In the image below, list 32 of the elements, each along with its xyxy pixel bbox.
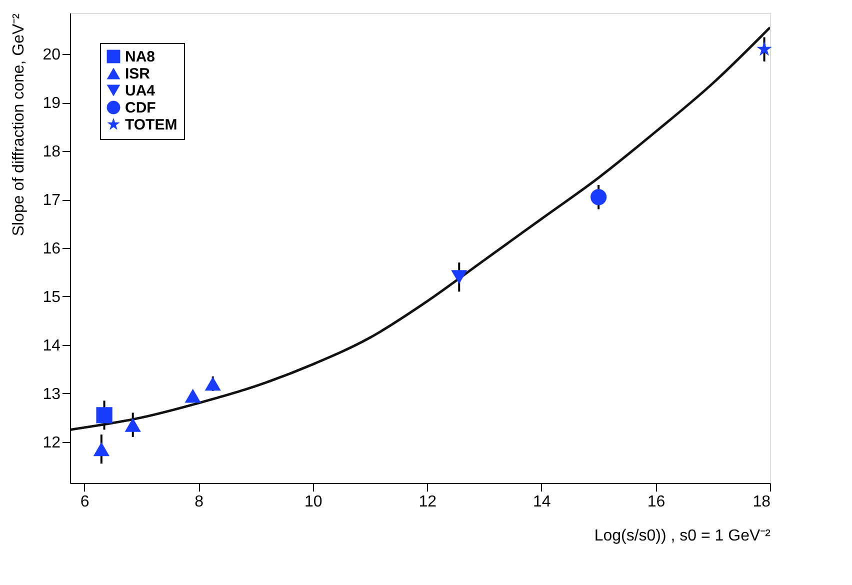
x-tick-label: 10: [304, 494, 322, 510]
x-tick-label: 16: [647, 494, 666, 510]
legend-label: ISR: [125, 66, 150, 82]
y-tick-label: 16: [42, 240, 61, 258]
legend-label: UA4: [125, 82, 156, 100]
y-axis-title: Slope of diffraction cone, GeV⁻²: [10, 12, 28, 236]
y-tick-label: 14: [42, 337, 61, 354]
y-tick-label: 17: [42, 192, 61, 210]
x-tick-label: 18: [752, 494, 771, 510]
y-tick-label: 15: [42, 288, 61, 306]
point: [93, 442, 110, 456]
x-axis-title: Log(s/s0)) , s0 = 1 GeV⁻²: [594, 528, 772, 544]
point: [756, 41, 772, 56]
line-series: [70, 26, 770, 431]
x-tick-label: 8: [194, 494, 204, 510]
y-tick-label: 19: [42, 95, 61, 112]
x-tick-label: 12: [418, 494, 437, 510]
point: [96, 407, 112, 424]
x-tick-label: 6: [80, 494, 90, 510]
point: [590, 189, 607, 206]
point: [184, 388, 201, 403]
y-tick-label: 12: [42, 434, 61, 452]
y-tick-label: 13: [42, 386, 61, 403]
point: [204, 376, 221, 391]
point: [451, 270, 468, 284]
x-tick-label: 14: [533, 494, 551, 510]
legend-label: CDF: [125, 100, 156, 116]
point: [124, 418, 141, 432]
legend-label: NA8: [125, 48, 156, 66]
y-tick-label: 20: [42, 46, 61, 64]
y-tick-label: 18: [42, 144, 61, 161]
legend-label: TOTEM: [125, 116, 178, 134]
